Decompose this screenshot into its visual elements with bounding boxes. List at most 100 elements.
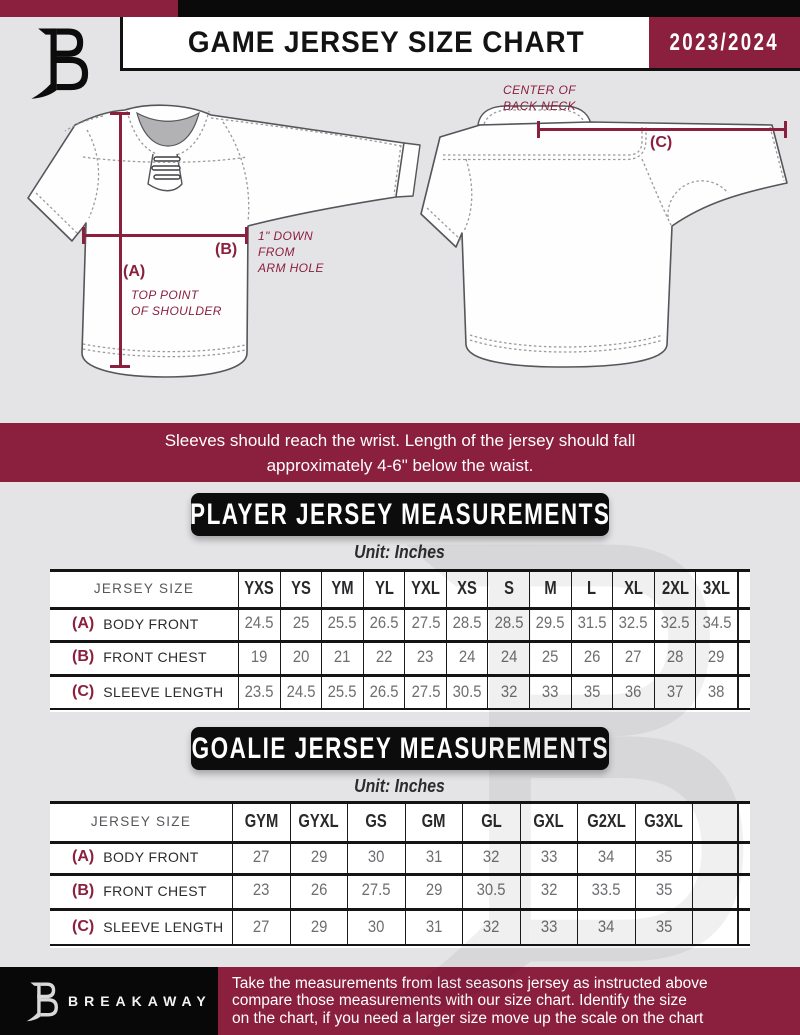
size-column-header: GM bbox=[404, 801, 463, 841]
measurement-cell: 23 bbox=[404, 640, 446, 674]
measurement-cell: 25 bbox=[529, 640, 571, 674]
measurement-cell: 30.5 bbox=[445, 674, 488, 710]
measurement-cell: 27 bbox=[232, 841, 290, 873]
label-b: (B) bbox=[215, 241, 238, 258]
measurement-cell: 24.5 bbox=[238, 607, 280, 640]
measurement-cell: 20 bbox=[279, 640, 322, 674]
measurement-cell: 31.5 bbox=[570, 607, 613, 640]
measurement-cell: 26 bbox=[289, 873, 348, 908]
goalie-unit-label: Unit: Inches bbox=[354, 776, 446, 796]
size-column-header: 3XL bbox=[695, 569, 737, 607]
measurement-cell: 32 bbox=[519, 873, 578, 908]
measurement-cell: 25 bbox=[279, 607, 322, 640]
measurement-cell: 24 bbox=[445, 640, 488, 674]
table-row: (A) BODY FRONT 27 29 30 31 32 33 34 35 bbox=[50, 841, 750, 873]
measure-line-b bbox=[82, 234, 248, 237]
measure-line-b-right-cap bbox=[245, 227, 248, 244]
row-label: BODY FRONT bbox=[103, 615, 199, 632]
measurement-cell: 25.5 bbox=[321, 674, 363, 710]
measurement-cell: 25.5 bbox=[321, 607, 363, 640]
table-rule bbox=[50, 640, 750, 643]
table-rule bbox=[50, 801, 750, 804]
row-label: FRONT CHEST bbox=[103, 649, 207, 665]
fit-instructions-line1: Sleeves should reach the wrist. Length o… bbox=[164, 430, 636, 450]
table-rule bbox=[50, 607, 750, 610]
measurement-cell: 29 bbox=[289, 841, 348, 873]
measurement-cell: 26 bbox=[570, 640, 613, 674]
row-key: (C) bbox=[72, 918, 95, 935]
table-rule bbox=[50, 707, 750, 710]
measurement-cell: 19 bbox=[238, 640, 280, 674]
size-column-header: M bbox=[529, 569, 571, 607]
size-column-header: XS bbox=[445, 569, 488, 607]
measurement-cell: 34 bbox=[577, 841, 635, 873]
row-label: FRONT CHEST bbox=[103, 882, 207, 899]
table-rule bbox=[50, 569, 750, 572]
top-point-of-shoulder-note: TOP POINT OF SHOULDER bbox=[131, 288, 222, 318]
goalie-section-title: GOALIE JERSEY MEASUREMENTS bbox=[191, 727, 609, 770]
breakaway-logo bbox=[31, 28, 89, 99]
measurement-cell: 21 bbox=[321, 640, 363, 674]
measurement-cell: 32.5 bbox=[653, 607, 696, 640]
season-badge: 2023/2024 bbox=[648, 17, 800, 68]
table-rule bbox=[50, 841, 750, 844]
fit-instructions-line2: approximately 4-6" below the waist. bbox=[266, 455, 534, 475]
measurement-cell: 35 bbox=[634, 873, 693, 908]
player-unit-label: Unit: Inches bbox=[354, 542, 446, 562]
empty-cell bbox=[692, 801, 737, 841]
footer-instructions-line2: compare those measurements with our size… bbox=[232, 992, 687, 1010]
fit-instructions-banner: Sleeves should reach the wrist. Length o… bbox=[0, 423, 800, 482]
measure-line-a bbox=[119, 113, 122, 367]
measurement-cell: 32 bbox=[462, 841, 520, 873]
size-column-header: GYXL bbox=[289, 801, 348, 841]
measurement-cell: 30 bbox=[347, 908, 405, 946]
table-row: (B) FRONT CHEST 19 20 21 22 23 24 24 25 26 27 28 29 bbox=[50, 640, 750, 674]
measurement-cell: 31 bbox=[404, 908, 463, 946]
size-column-header: YXS bbox=[238, 569, 280, 607]
front-jersey-diagram bbox=[27, 104, 421, 378]
size-column-header: XL bbox=[612, 569, 654, 607]
size-column-header: G3XL bbox=[634, 801, 693, 841]
measure-line-b-left-cap bbox=[82, 227, 85, 244]
measurement-cell: 29 bbox=[404, 873, 463, 908]
size-column-header: 2XL bbox=[653, 569, 696, 607]
measurement-cell: 23 bbox=[232, 873, 290, 908]
measurement-cell: 32.5 bbox=[612, 607, 654, 640]
player-measurements-table: JERSEY SIZE YXS YS YM YL YXL XS S M L XL 2XL 3XL (A) B… bbox=[50, 569, 750, 712]
measure-line-c bbox=[537, 128, 787, 131]
back-jersey-diagram bbox=[420, 105, 788, 368]
top-strip-black bbox=[178, 0, 800, 17]
measurement-cell: 23.5 bbox=[238, 674, 280, 710]
row-label: SLEEVE LENGTH bbox=[103, 684, 224, 700]
measurement-cell: 31 bbox=[404, 841, 463, 873]
measurement-cell: 30.5 bbox=[462, 873, 520, 908]
goalie-measurements-table: JERSEY SIZE GYM GYXL GS GM GL GXL G2XL G3XL (A) BO… bbox=[50, 801, 750, 948]
size-column-header: GL bbox=[462, 801, 520, 841]
row-key: (B) bbox=[72, 881, 95, 899]
measurement-cell: 34 bbox=[577, 908, 635, 946]
breakaway-footer-logo bbox=[26, 981, 58, 1021]
table-rule bbox=[50, 873, 750, 876]
row-label: BODY FRONT bbox=[103, 849, 199, 865]
measurement-cell: 33 bbox=[529, 674, 571, 710]
center-of-back-neck-note: CENTER OF BACK NECK bbox=[503, 83, 576, 113]
table-header-row: JERSEY SIZE YXS YS YM YL YXL XS S M L XL 2XL 3XL bbox=[50, 569, 750, 607]
top-strip-maroon bbox=[0, 0, 178, 17]
footer-instructions: Take the measurements from last seasons … bbox=[218, 967, 800, 1035]
page-title: GAME JERSEY SIZE CHART bbox=[187, 25, 585, 59]
row-key: (A) bbox=[72, 848, 95, 865]
measurement-cell: 34.5 bbox=[695, 607, 737, 640]
table-row: (A) BODY FRONT 24.5 25 25.5 26.5 27.5 28.5 28.5 2… bbox=[50, 607, 750, 640]
table-header-row: JERSEY SIZE GYM GYXL GS GM GL GXL G2XL G3XL bbox=[50, 801, 750, 841]
measurement-cell: 33 bbox=[519, 841, 578, 873]
measurement-cell: 27 bbox=[612, 640, 654, 674]
measurement-cell: 33 bbox=[519, 908, 578, 946]
size-column-header: L bbox=[570, 569, 613, 607]
size-column-header: GYM bbox=[232, 801, 290, 841]
measurement-cell: 32 bbox=[487, 674, 529, 710]
table-row: (B) FRONT CHEST 23 26 27.5 29 30.5 32 33.5 35 bbox=[50, 873, 750, 908]
size-header-label: JERSEY SIZE bbox=[93, 580, 195, 596]
size-column-header: YM bbox=[321, 569, 363, 607]
table-right-edge bbox=[736, 569, 739, 710]
